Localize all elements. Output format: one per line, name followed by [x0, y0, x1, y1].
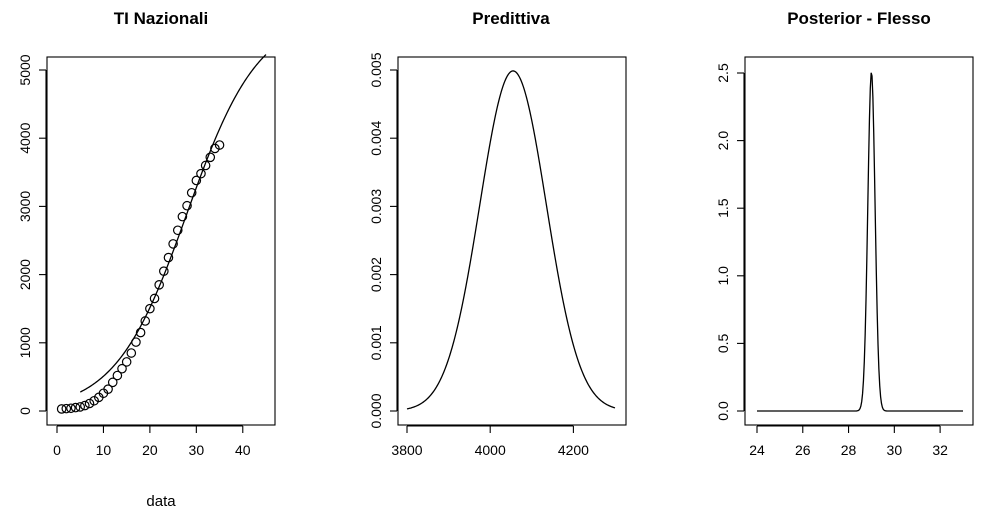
y-tick-label: 0: [17, 407, 33, 415]
plot-frame-ti-nazionali: [46, 56, 276, 426]
y-tick-label: 0.003: [368, 189, 384, 224]
y-tick-label: 0.004: [368, 120, 384, 155]
x-tick-label: 30: [887, 442, 903, 458]
data-point: [205, 152, 216, 163]
data-point: [117, 363, 127, 374]
data-point: [84, 398, 95, 409]
x-tick-label: 28: [841, 442, 857, 458]
y-tick-label: 0.5: [715, 333, 731, 353]
panel-title-posterior-flesso: Posterior - Flesso: [787, 9, 931, 28]
x-tick-label: 0: [53, 442, 61, 458]
x-axis-predittiva: 3800 4000 4200: [391, 425, 589, 458]
data-point: [107, 377, 118, 388]
plot-frame-predittiva: [397, 56, 627, 426]
x-tick-label: 4200: [558, 442, 589, 458]
y-axis-ti-nazionali: 0 1000 2000 3000 4000 5000: [17, 54, 47, 415]
data-point: [172, 225, 183, 236]
x-tick-label: 3800: [391, 442, 422, 458]
data-point: [196, 168, 206, 179]
x-axis-label-ti-nazionali: data: [146, 493, 176, 510]
x-axis-ti-nazionali: 0 10 20 30 40: [53, 425, 251, 458]
data-point: [177, 211, 188, 222]
y-tick-label: 0.002: [368, 257, 384, 292]
data-point: [186, 187, 197, 198]
panel-posterior-flesso: Posterior - Flesso 24 26 28 30 32 0.0 0.5 1.0 1…: [715, 9, 974, 458]
panel-predittiva: Predittiva 3800 4000 4200 0.0000.0010.0020…: [368, 9, 627, 458]
data-point: [145, 303, 155, 314]
y-tick-label: 0.000: [368, 393, 384, 428]
data-point: [214, 140, 225, 150]
data-point: [191, 175, 202, 186]
density-curve-posterior-flesso: [757, 72, 963, 412]
x-axis-posterior-flesso: 24 26 28 30 32: [749, 425, 948, 458]
data-point: [182, 200, 192, 211]
plot-frame-posterior-flesso: [744, 56, 974, 426]
density-curve-predittiva: [406, 70, 616, 410]
x-tick-label: 40: [235, 442, 251, 458]
data-point: [75, 402, 86, 412]
y-tick-label: 1.0: [715, 266, 731, 286]
y-tick-label: 0.0: [715, 401, 731, 421]
data-point: [66, 403, 76, 414]
y-tick-label: 1000: [17, 327, 33, 358]
fit-curve-ti-nazionali: [79, 54, 267, 393]
y-tick-label: 1.5: [715, 198, 731, 218]
x-tick-label: 32: [932, 442, 948, 458]
y-tick-label: 2.0: [715, 131, 731, 151]
y-tick-label: 0.005: [368, 52, 384, 87]
x-tick-label: 24: [749, 442, 765, 458]
series-predittiva: [406, 70, 616, 410]
data-point: [80, 400, 90, 411]
panel-ti-nazionali: TI Nazionali 0 10 20 30 40 0 1000 2000 3000 4000…: [17, 9, 276, 510]
data-point: [70, 402, 81, 413]
panel-title-ti-nazionali: TI Nazionali: [114, 9, 208, 28]
data-point: [56, 404, 67, 414]
x-tick-label: 20: [142, 442, 158, 458]
y-tick-label: 2.5: [715, 63, 731, 83]
y-axis-predittiva: 0.000 0.001 0.002 0.003 0.004 0.005: [368, 52, 398, 429]
y-tick-label: 4000: [17, 122, 33, 153]
data-point: [103, 384, 113, 394]
series-ti-nazionali: [56, 54, 267, 414]
x-tick-label: 4000: [475, 442, 506, 458]
panel-title-predittiva: Predittiva: [472, 9, 550, 28]
y-tick-label: 3000: [17, 191, 33, 222]
data-point: [168, 239, 178, 249]
data-point: [126, 348, 137, 358]
y-tick-label: 2000: [17, 259, 33, 290]
data-point: [154, 280, 164, 290]
data-point: [149, 293, 160, 304]
data-point: [112, 370, 123, 381]
data-point: [61, 403, 72, 414]
data-point: [121, 357, 132, 367]
x-tick-label: 30: [189, 442, 205, 458]
series-posterior-flesso: [757, 72, 963, 412]
y-tick-label: 5000: [17, 54, 33, 85]
x-tick-label: 26: [795, 442, 811, 458]
x-tick-label: 10: [96, 442, 112, 458]
y-tick-label: 0.001: [368, 325, 384, 360]
y-axis-posterior-flesso: 0.0 0.5 1.0 1.5 2.0 2.5: [715, 63, 745, 421]
